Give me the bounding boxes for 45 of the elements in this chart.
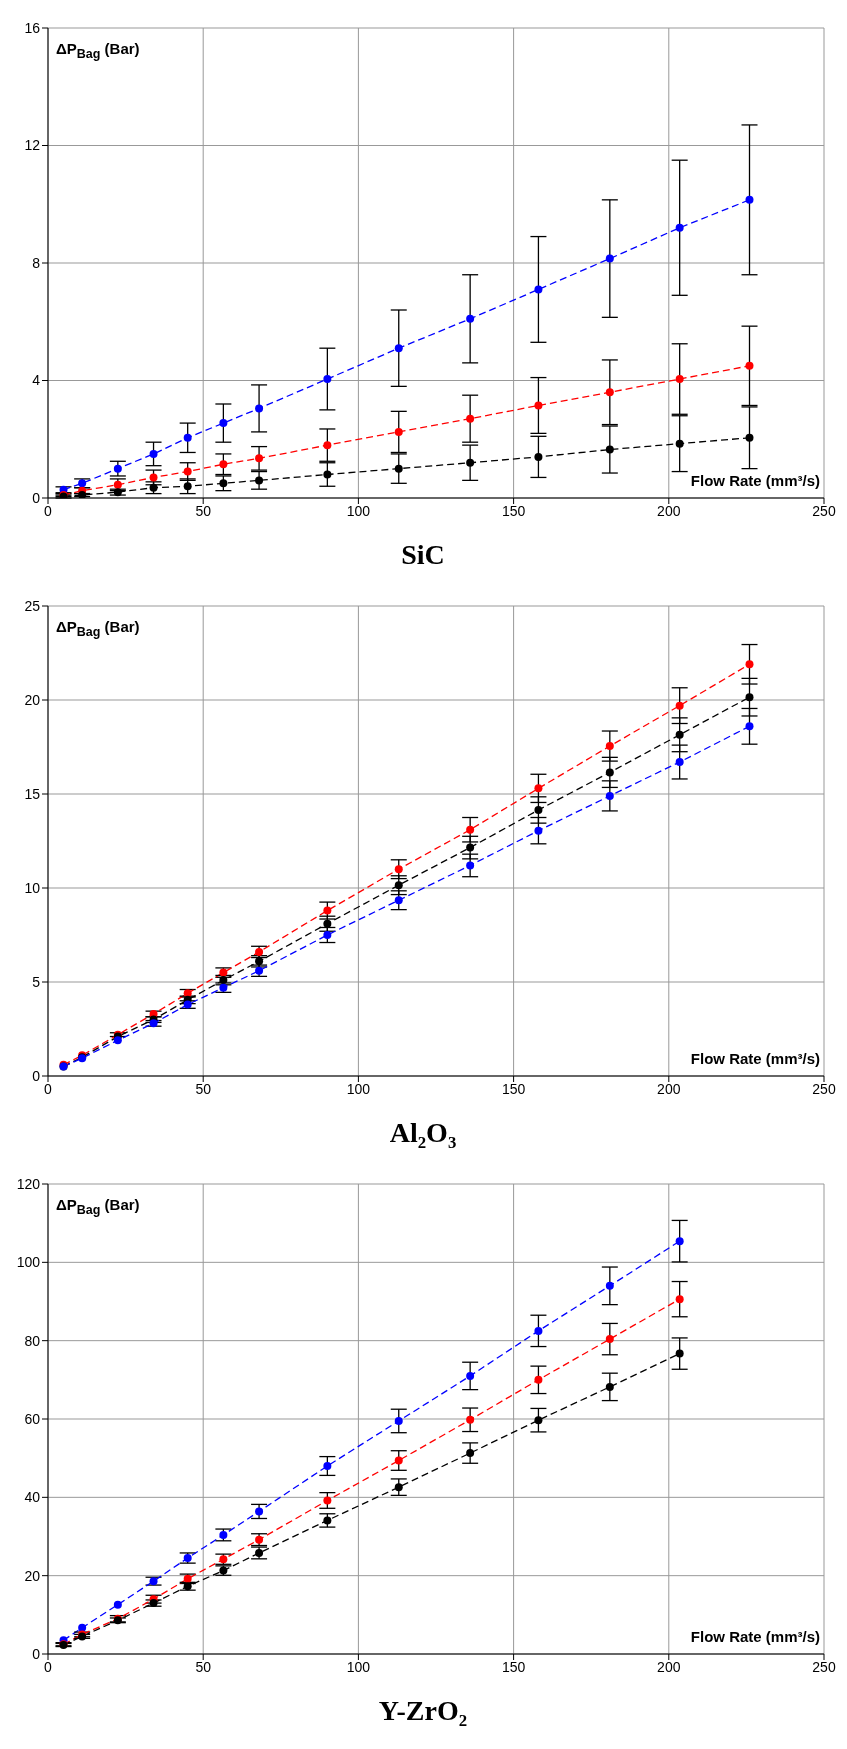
- y-tick-label: 10: [24, 879, 41, 896]
- y-tick-label: 4: [32, 372, 41, 389]
- y-tick-label: 5: [32, 973, 41, 990]
- x-tick-label: 150: [501, 1658, 526, 1675]
- y-tick-label: 0: [32, 1645, 41, 1662]
- y-tick-label: 40: [24, 1489, 41, 1506]
- y-tick-label: 20: [24, 1567, 41, 1584]
- x-tick-label: 200: [657, 1080, 681, 1097]
- x-tick-label: 0: [44, 1080, 53, 1097]
- y-tick-label: 16: [24, 19, 41, 36]
- y-tick-label: 80: [24, 1332, 41, 1349]
- y-tick-label: 12: [24, 137, 41, 154]
- x-tick-label: 200: [657, 502, 681, 519]
- y-axis-title: ΔP$_{Bag}$ (Bar): [56, 1196, 140, 1217]
- x-tick-label: 50: [195, 1658, 212, 1675]
- x-tick-label: 100: [346, 502, 371, 519]
- text: Y-ZrO₂: [377, 1694, 469, 1728]
- y-tick-label: 15: [24, 785, 41, 802]
- text: SiC: [400, 538, 446, 572]
- y-tick-label: 60: [24, 1410, 41, 1427]
- y-tick-label: 25: [24, 597, 41, 614]
- x-tick-label: 250: [812, 1080, 836, 1097]
- x-tick-label: 200: [657, 1658, 681, 1675]
- x-tick-label: 50: [195, 1080, 212, 1097]
- x-tick-label: 50: [195, 502, 212, 519]
- x-tick-label: 150: [501, 502, 526, 519]
- x-tick-label: 250: [812, 502, 836, 519]
- y-axis-title: ΔP$_{Bag}$ (Bar): [56, 40, 140, 61]
- x-axis-title: Flow Rate (mm³/s): [690, 472, 820, 489]
- y-axis-title: ΔP$_{Bag}$ (Bar): [56, 618, 140, 639]
- y-tick-label: 0: [32, 489, 41, 506]
- x-tick-label: 0: [44, 502, 53, 519]
- x-tick-label: 100: [346, 1080, 371, 1097]
- y-tick-label: 120: [16, 1175, 41, 1192]
- y-tick-label: 0: [32, 1067, 41, 1084]
- x-tick-label: 150: [501, 1080, 526, 1097]
- x-tick-label: 100: [346, 1658, 371, 1675]
- x-axis-title: Flow Rate (mm³/s): [690, 1628, 820, 1645]
- text: Al₂O₃: [388, 1116, 458, 1150]
- y-tick-label: 8: [32, 254, 41, 271]
- x-tick-label: 250: [812, 1658, 836, 1675]
- x-axis-title: Flow Rate (mm³/s): [690, 1050, 820, 1067]
- y-tick-label: 20: [24, 691, 41, 708]
- x-tick-label: 0: [44, 1658, 53, 1675]
- y-tick-label: 100: [16, 1254, 41, 1271]
